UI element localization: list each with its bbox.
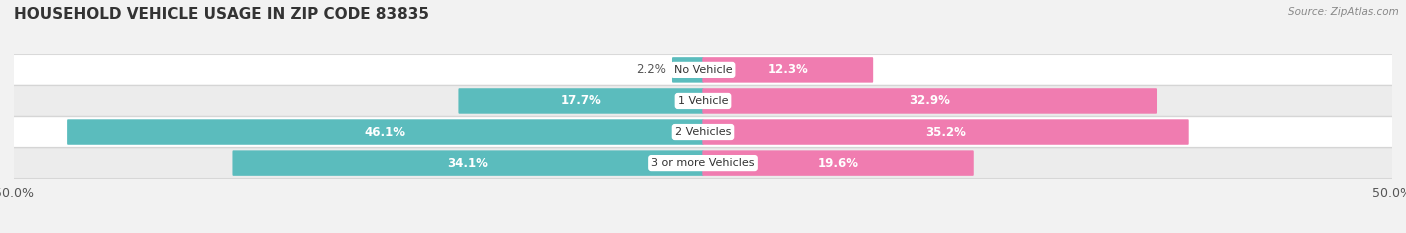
FancyBboxPatch shape bbox=[703, 119, 1188, 145]
FancyBboxPatch shape bbox=[13, 86, 1393, 116]
FancyBboxPatch shape bbox=[703, 150, 974, 176]
Text: 12.3%: 12.3% bbox=[768, 63, 808, 76]
FancyBboxPatch shape bbox=[232, 150, 703, 176]
FancyBboxPatch shape bbox=[703, 57, 873, 83]
Text: HOUSEHOLD VEHICLE USAGE IN ZIP CODE 83835: HOUSEHOLD VEHICLE USAGE IN ZIP CODE 8383… bbox=[14, 7, 429, 22]
Legend: Owner-occupied, Renter-occupied: Owner-occupied, Renter-occupied bbox=[572, 229, 834, 233]
FancyBboxPatch shape bbox=[703, 88, 1157, 114]
FancyBboxPatch shape bbox=[672, 57, 703, 83]
Text: 1 Vehicle: 1 Vehicle bbox=[678, 96, 728, 106]
Text: Source: ZipAtlas.com: Source: ZipAtlas.com bbox=[1288, 7, 1399, 17]
FancyBboxPatch shape bbox=[13, 148, 1393, 178]
FancyBboxPatch shape bbox=[67, 119, 703, 145]
Text: 17.7%: 17.7% bbox=[561, 94, 602, 107]
Text: 32.9%: 32.9% bbox=[910, 94, 950, 107]
Text: No Vehicle: No Vehicle bbox=[673, 65, 733, 75]
Text: 3 or more Vehicles: 3 or more Vehicles bbox=[651, 158, 755, 168]
FancyBboxPatch shape bbox=[13, 117, 1393, 147]
Text: 19.6%: 19.6% bbox=[817, 157, 859, 170]
Text: 2 Vehicles: 2 Vehicles bbox=[675, 127, 731, 137]
Text: 2.2%: 2.2% bbox=[636, 63, 666, 76]
FancyBboxPatch shape bbox=[458, 88, 703, 114]
FancyBboxPatch shape bbox=[13, 55, 1393, 85]
Text: 34.1%: 34.1% bbox=[447, 157, 488, 170]
Text: 35.2%: 35.2% bbox=[925, 126, 966, 139]
Text: 46.1%: 46.1% bbox=[366, 126, 406, 139]
